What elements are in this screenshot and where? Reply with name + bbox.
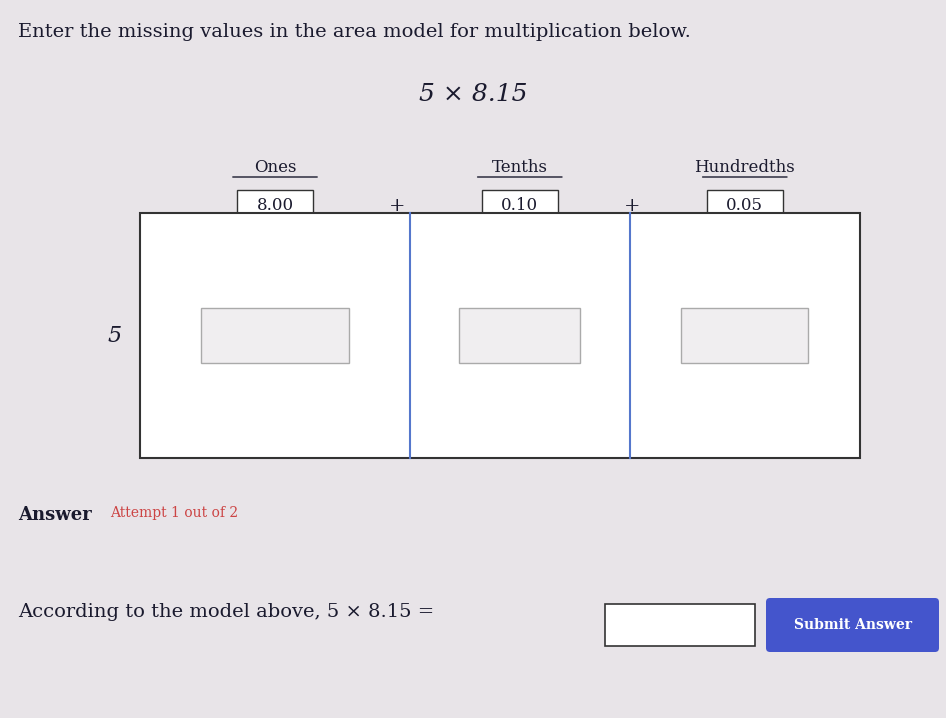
Text: +: + xyxy=(389,197,406,215)
FancyBboxPatch shape xyxy=(237,190,313,222)
Text: Hundredths: Hundredths xyxy=(694,159,796,176)
Text: 5: 5 xyxy=(108,325,122,347)
FancyBboxPatch shape xyxy=(707,190,782,222)
FancyBboxPatch shape xyxy=(605,604,755,646)
Text: Answer: Answer xyxy=(18,506,92,524)
Bar xyxy=(140,213,860,458)
Text: Ones: Ones xyxy=(254,159,296,176)
Text: Attempt 1 out of 2: Attempt 1 out of 2 xyxy=(110,506,238,520)
FancyBboxPatch shape xyxy=(201,308,349,363)
Text: Submit Answer: Submit Answer xyxy=(794,618,912,632)
FancyBboxPatch shape xyxy=(482,190,558,222)
Text: Tenths: Tenths xyxy=(492,159,548,176)
FancyBboxPatch shape xyxy=(681,308,808,363)
Text: According to the model above, 5 × 8.15 =: According to the model above, 5 × 8.15 = xyxy=(18,603,434,621)
FancyBboxPatch shape xyxy=(460,308,580,363)
FancyBboxPatch shape xyxy=(766,598,939,652)
Text: 0.10: 0.10 xyxy=(501,197,538,215)
Text: +: + xyxy=(624,197,640,215)
Text: 5 × 8.15: 5 × 8.15 xyxy=(419,83,527,106)
Text: 8.00: 8.00 xyxy=(256,197,293,215)
Text: Enter the missing values in the area model for multiplication below.: Enter the missing values in the area mod… xyxy=(18,23,691,41)
Text: 0.05: 0.05 xyxy=(727,197,763,215)
